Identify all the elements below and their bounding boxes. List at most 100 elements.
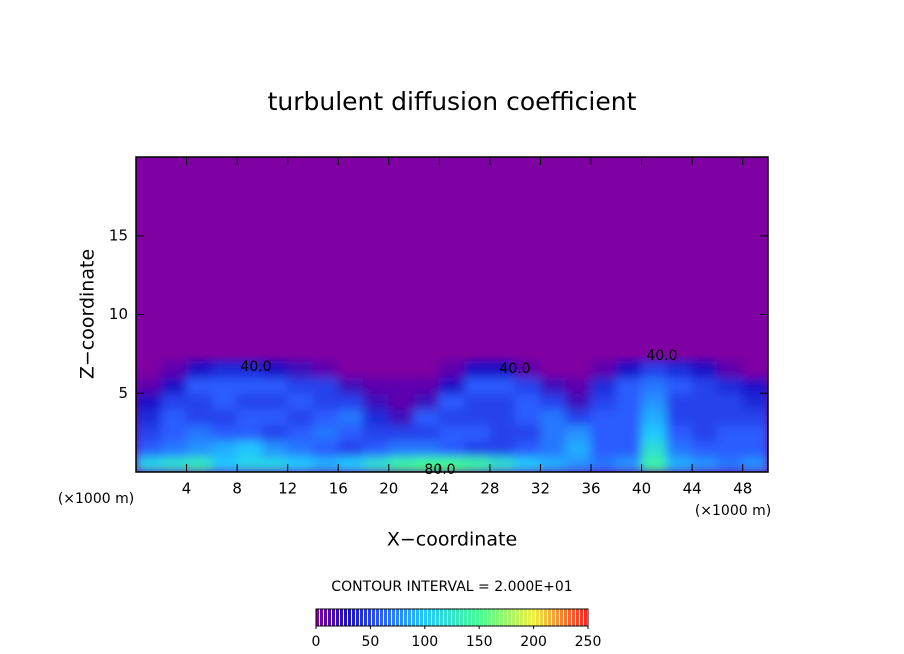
colorbar-stripe — [424, 609, 427, 626]
field-cell — [261, 440, 289, 457]
colorbar-stripe — [352, 609, 355, 626]
field-cell — [691, 392, 718, 410]
field-cell — [539, 455, 567, 472]
colorbar-stripe — [408, 609, 411, 626]
field-cell — [136, 377, 162, 394]
colorbar-stripe — [508, 609, 511, 626]
colorbar-stripe — [560, 609, 563, 626]
field-cell — [211, 424, 238, 441]
field-cell — [236, 377, 263, 394]
colorbar-stripe — [564, 609, 567, 626]
field-cell — [489, 377, 516, 394]
field-cell — [666, 377, 693, 394]
colorbar-frame — [315, 608, 589, 627]
colorbar-tick-label: 250 — [575, 634, 602, 650]
field-cell — [236, 424, 263, 441]
field-cell — [160, 377, 188, 394]
colorbar-stripe — [528, 609, 531, 626]
field-cell — [590, 440, 617, 457]
field-cell — [565, 361, 592, 378]
field-cell — [514, 408, 541, 426]
field-cell — [160, 361, 188, 378]
field-cell — [438, 392, 466, 410]
colorbar-stripe — [324, 609, 327, 626]
field-cell — [691, 408, 718, 426]
colorbar-stripe — [432, 609, 435, 626]
field-cell — [388, 361, 415, 378]
field-cell — [363, 455, 390, 472]
colorbar-stripe — [412, 609, 415, 626]
field-cell — [464, 377, 491, 394]
y-tick-label: 15 — [109, 226, 128, 244]
colorbar-stripe — [452, 609, 455, 626]
field-cell — [742, 440, 768, 457]
field-cell — [489, 361, 516, 378]
field-cell — [186, 377, 213, 394]
field-cell — [186, 455, 213, 472]
contour-label: 40.0 — [646, 348, 677, 364]
x-tick-label: 20 — [379, 480, 398, 498]
field-cell — [539, 392, 567, 410]
field-cell — [691, 361, 718, 378]
field-cell — [590, 377, 617, 394]
colorbar-stripe — [544, 609, 547, 626]
field-cell — [413, 455, 440, 472]
field-cell — [388, 377, 415, 394]
field-cell — [211, 377, 238, 394]
field-cell — [539, 440, 567, 457]
field-cell — [742, 455, 768, 472]
field-cell — [716, 361, 744, 378]
colorbar-stripe — [404, 609, 407, 626]
colorbar-stripe — [580, 609, 583, 626]
field-cell — [186, 408, 213, 426]
field-cell — [464, 408, 491, 426]
colorbar-stripe — [476, 609, 479, 626]
field-cell — [261, 455, 289, 472]
field-cell — [615, 440, 643, 457]
field-cell — [716, 424, 744, 441]
field-cell — [641, 377, 668, 394]
field-cell — [666, 392, 693, 410]
colorbar-stripe — [416, 609, 419, 626]
field-cell — [236, 455, 263, 472]
colorbar-stripe — [332, 609, 335, 626]
field-cell — [261, 424, 289, 441]
field-cell — [136, 361, 162, 378]
field-cell — [160, 424, 188, 441]
colorbar-stripe — [540, 609, 543, 626]
colorbar-stripe — [420, 609, 423, 626]
field-cell — [136, 392, 162, 410]
y-unit: (×1000 m) — [58, 491, 134, 507]
field-cell — [211, 392, 238, 410]
field-cell — [565, 424, 592, 441]
colorbar-stripe — [380, 609, 383, 626]
colorbar-stripe — [548, 609, 551, 626]
contour-labels: 40.0 40.0 40.0 80.0 — [240, 348, 677, 478]
colorbar-tick-label: 150 — [466, 634, 493, 650]
field-cell — [438, 455, 466, 472]
colorbar-stripe — [456, 609, 459, 626]
field-cell — [565, 455, 592, 472]
field-cell — [236, 440, 263, 457]
colorbar-stripe — [512, 609, 515, 626]
field-cell — [388, 408, 415, 426]
colorbar-stripe — [320, 609, 323, 626]
y-tick-label: 5 — [118, 384, 128, 402]
colorbar-tick-label: 100 — [411, 634, 438, 650]
field-cell — [539, 361, 567, 378]
colorbar-stripe — [464, 609, 467, 626]
colorbar-stripe — [436, 609, 439, 626]
field-cell — [413, 392, 440, 410]
field-cell — [312, 455, 339, 472]
colorbar-stripe — [492, 609, 495, 626]
field-cell — [590, 392, 617, 410]
field-cell — [363, 440, 390, 457]
field-cell — [186, 440, 213, 457]
field-cell — [236, 361, 263, 378]
field-cell — [160, 392, 188, 410]
field-cell — [438, 424, 466, 441]
field-cell — [337, 440, 365, 457]
x-tick-label: 24 — [430, 480, 449, 498]
colorbar-stripe — [584, 609, 587, 626]
field-cell — [716, 440, 744, 457]
